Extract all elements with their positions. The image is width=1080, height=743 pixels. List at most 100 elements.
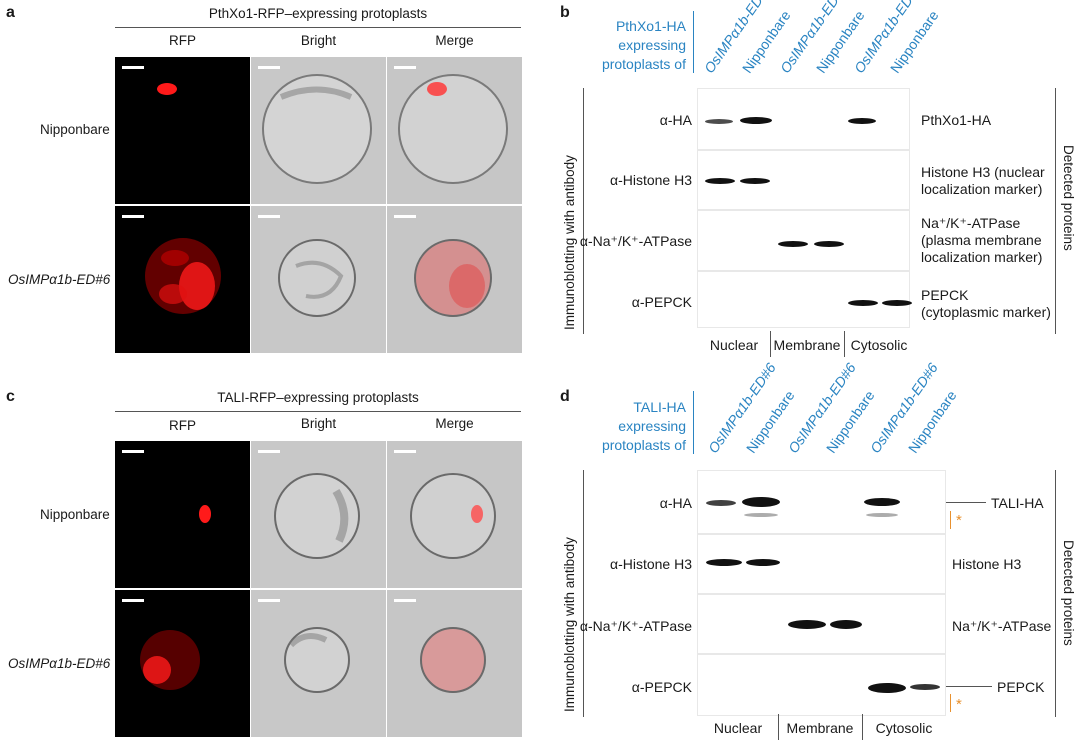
panel-b-detected-3-line-3: localization marker) [921,249,1043,265]
panel-a-col-rfp: RFP [169,33,196,48]
panel-a-col-bright: Bright [300,33,337,48]
band [744,513,778,517]
band [705,119,733,124]
band [706,500,736,506]
panel-b-detected-rule [1055,88,1056,334]
band [706,559,742,566]
panel-b-side-rule [583,88,584,334]
panel-d-header-line-3: protoplasts of [601,437,686,453]
panel-b-detected-4-line-2: (cytoplasmic marker) [921,304,1051,320]
panel-d-header: TALI-HA expressing protoplasts of [582,398,686,455]
panel-d-blot-atpase [697,594,946,654]
panel-b-label: b [560,4,570,21]
band [788,620,826,629]
panel-a-col-merge: Merge [435,33,474,48]
band [848,118,876,124]
band [882,300,912,306]
panel-b-blot-histone [697,150,910,210]
band [705,178,735,184]
panel-b-header-line-3: protoplasts of [601,56,686,72]
panel-d-detected-4: PEPCK [997,679,1045,695]
band [848,300,878,306]
panel-b-detected-3: Na⁺/K⁺-ATPase (plasma membrane localizat… [921,215,1042,266]
panel-c-row-nipponbare: Nipponbare [40,507,110,522]
band [740,178,770,184]
panel-a-label: a [6,4,15,21]
panel-d-lane-3: OsIMPα1b-ED#6 [784,359,859,456]
panel-d-asterisk-2: * [956,696,962,713]
band [814,241,844,247]
panel-b-blot-pepck [697,271,912,328]
panel-c-label: c [6,388,15,405]
panel-b-detected-2-line-2: localization marker) [921,181,1043,197]
panel-b-ab-pepck: α-PEPCK [631,294,692,310]
panel-b-header: PthXo1-HA expressing protoplasts of [582,17,686,74]
panel-a-row-nipponbare: Nipponbare [40,122,110,137]
panel-c-col-bright: Bright [300,416,337,431]
panel-d-lane-5: OsIMPα1b-ED#6 [866,359,941,456]
panel-b-blot-atpase [697,210,910,271]
panel-d-detected-rule [1055,470,1056,717]
panel-b-frac-nuclear: Nuclear [709,337,759,353]
panel-b-detected-2: Histone H3 (nuclear localization marker) [921,164,1045,198]
panel-c-col-merge: Merge [435,416,474,431]
panel-b-detected-4-line-1: PEPCK [921,287,969,303]
panel-d-side-rule [583,470,584,717]
panel-c-title: TALI-RFP–expressing protoplasts [217,390,419,405]
band [868,683,906,693]
panel-d-frac-cytosolic: Cytosolic [875,720,933,736]
panel-b-detected-3-line-1: Na⁺/K⁺-ATPase [921,215,1021,231]
panel-b-ab-histone: α-Histone H3 [609,172,692,188]
panel-b-frac-divider-2 [844,331,845,357]
panel-b-detected-1: PthXo1-HA [921,112,991,129]
band [746,559,780,566]
panel-b-blot-ha [697,88,910,150]
panel-b-ab-atpase: α-Na⁺/K⁺-ATPase [579,233,692,249]
band [740,117,772,124]
panel-d-pointer-tali [946,502,986,503]
micrograph-c-merge-ed6 [387,590,522,737]
band [778,241,808,247]
panel-d-frac-divider-1 [778,714,779,740]
panel-d-frac-divider-2 [862,714,863,740]
panel-d-blot-histone [697,534,946,594]
panel-d-side-label: Immunoblotting with antibody [562,537,577,712]
micrograph-a-rfp-ed6 [115,206,250,353]
band [742,497,780,507]
panel-d-detected-label: Detected proteins [1061,540,1076,646]
panel-d-asterisk-rule-2 [950,694,951,712]
panel-d-header-rule [693,391,694,454]
micrograph-c-bright-ed6 [251,590,386,737]
panel-d-detected-1: TALI-HA [991,495,1044,511]
panel-b-header-rule [693,11,694,73]
panel-d-blot-ha [697,470,946,534]
panel-d-blot-pepck [697,654,946,716]
panel-b-detected-label: Detected proteins [1061,145,1076,251]
panel-a-title: PthXo1-RFP–expressing protoplasts [208,6,428,21]
panel-b-header-line-1: PthXo1-HA [615,18,686,34]
micrograph-c-rfp-ed6 [115,590,250,737]
panel-d-asterisk-1: * [956,512,962,529]
panel-b-detected-1-line-1: PthXo1-HA [921,112,992,128]
panel-d-header-line-2: expressing [618,418,686,434]
panel-c-row-ed6: OsIMPα1b-ED#6 [8,656,111,671]
panel-d-label: d [560,388,570,405]
panel-d-lane-1: OsIMPα1b-ED#6 [704,359,779,456]
micrograph-a-bright-nipponbare [251,57,386,204]
panel-d-ab-histone: α-Histone H3 [609,556,692,572]
band [830,620,862,629]
panel-d-frac-nuclear: Nuclear [713,720,763,736]
panel-c-col-rfp: RFP [169,418,196,433]
panel-b-detected-3-line-2: (plasma membrane [921,232,1042,248]
micrograph-a-rfp-nipponbare [115,57,250,204]
panel-c-title-rule [115,411,521,412]
panel-b-detected-4: PEPCK (cytoplasmic marker) [921,287,1051,321]
panel-d-ab-pepck: α-PEPCK [631,679,692,695]
panel-b-side-label: Immunoblotting with antibody [562,155,577,330]
micrograph-c-bright-nipponbare [251,441,386,588]
band [910,684,940,690]
panel-b-frac-cytosolic: Cytosolic [850,337,908,353]
panel-d-frac-membrane: Membrane [786,720,854,736]
micrograph-a-merge-ed6 [387,206,522,353]
panel-d-detected-2: Histone H3 [952,556,1022,572]
